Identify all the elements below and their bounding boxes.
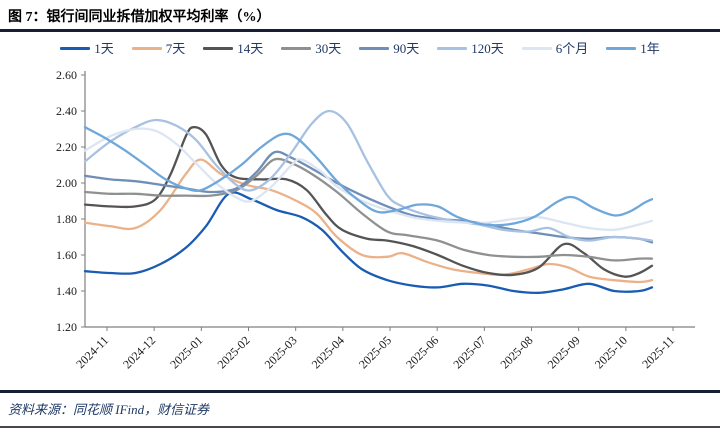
legend-swatch [203, 47, 234, 50]
series-line-7天 [83, 158, 654, 284]
y-tick-label: 1.60 [56, 248, 77, 262]
legend-swatch [131, 47, 162, 50]
x-tick-label: 2025-01 [167, 333, 205, 371]
x-tick-label: 2024-12 [120, 333, 158, 371]
x-tick-label: 2025-10 [592, 333, 630, 371]
x-tick-label: 2024-11 [73, 333, 111, 371]
legend-swatch [521, 47, 552, 50]
series-line-14天 [83, 126, 654, 278]
legend-swatch [60, 47, 91, 50]
legend-swatch [281, 47, 312, 50]
x-tick-label: 2025-11 [639, 333, 677, 371]
x-tick-label: 2025-03 [262, 333, 300, 371]
y-tick-label: 1.20 [56, 320, 77, 334]
legend-swatch [359, 47, 390, 50]
legend-label: 120天 [471, 41, 504, 56]
series-line-30天 [83, 157, 654, 262]
x-tick-label: 2025-08 [497, 333, 535, 371]
legend-label: 90天 [393, 41, 420, 56]
y-tick-label: 2.20 [56, 140, 77, 154]
legend-item-4[interactable]: 30天 [281, 42, 341, 55]
legend-item-5[interactable]: 90天 [359, 42, 419, 55]
legend-item-7[interactable]: 6个月 [521, 41, 589, 56]
x-tick-label: 2025-02 [214, 333, 252, 371]
series-line-1天 [83, 191, 654, 295]
x-tick-label: 2025-04 [309, 333, 347, 371]
legend-item-2[interactable]: 7天 [131, 41, 186, 56]
y-tick-label: 2.00 [56, 176, 77, 190]
legend-swatch [606, 47, 637, 50]
y-tick-label: 2.40 [56, 104, 77, 118]
figure-title: 图 7：银行间同业拆借加权平均利率（%） [8, 10, 271, 25]
chart-legend: 1天 7天 14天 30天 90天 120天 6个月 1年 [0, 42, 720, 55]
title-divider [0, 29, 720, 32]
legend-item-1[interactable]: 1天 [60, 42, 114, 55]
source-note: 资料来源：同花顺 IFind，财信证券 [8, 402, 210, 417]
legend-label: 1年 [640, 41, 660, 56]
series-line-1年 [83, 126, 654, 227]
legend-item-6[interactable]: 120天 [437, 42, 504, 55]
legend-item-8[interactable]: 1年 [606, 42, 660, 55]
legend-label: 7天 [165, 41, 186, 56]
chart-bottom-divider [0, 390, 720, 393]
x-tick-label: 2025-06 [403, 333, 441, 371]
legend-label: 30天 [315, 41, 342, 56]
legend-label: 6个月 [555, 41, 589, 56]
figure-end-divider [0, 426, 720, 428]
y-tick-label: 1.80 [56, 212, 77, 226]
series-line-120天 [83, 109, 654, 242]
y-tick-label: 2.60 [56, 68, 77, 82]
x-tick-label: 2025-05 [356, 333, 394, 371]
x-tick-label: 2025-09 [545, 333, 583, 371]
x-tick-label: 2025-07 [450, 333, 488, 371]
legend-swatch [437, 47, 468, 50]
legend-label: 1天 [94, 41, 114, 56]
legend-label: 14天 [237, 41, 264, 56]
series-line-6个月 [83, 127, 654, 232]
legend-item-3[interactable]: 14天 [203, 42, 263, 55]
y-tick-label: 1.40 [56, 284, 77, 298]
